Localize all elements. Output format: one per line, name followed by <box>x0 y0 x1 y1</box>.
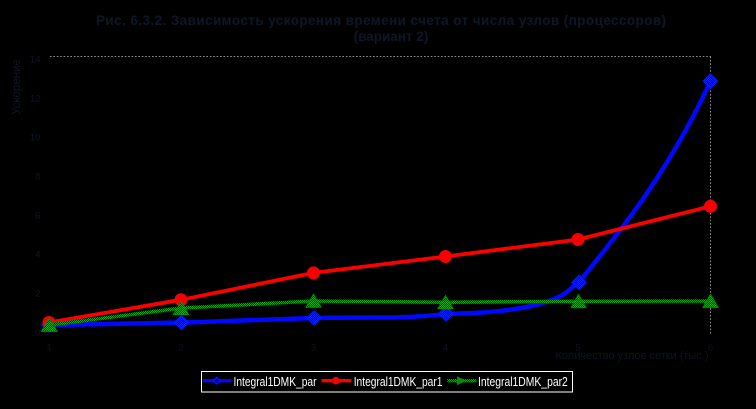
svg-text:Integral1DMK_par1: Integral1DMK_par1 <box>354 374 443 389</box>
svg-text:Integral1DMK_par: Integral1DMK_par <box>234 374 317 389</box>
svg-text:0: 0 <box>35 327 40 338</box>
svg-text:3: 3 <box>311 343 316 354</box>
svg-text:1: 1 <box>46 343 51 354</box>
svg-text:5: 5 <box>575 343 580 354</box>
svg-text:2: 2 <box>35 288 40 299</box>
svg-text:14: 14 <box>30 54 41 65</box>
svg-text:4: 4 <box>35 249 40 260</box>
svg-text:Количество узлов сетки (тыс.): Количество узлов сетки (тыс.) <box>556 350 709 362</box>
svg-text:12: 12 <box>30 93 41 104</box>
svg-text:Integral1DMK_par2: Integral1DMK_par2 <box>478 374 568 389</box>
svg-text:Рис. 6.3.2. Зависимость ускоре: Рис. 6.3.2. Зависимость ускорения времен… <box>96 13 666 28</box>
svg-text:8: 8 <box>35 171 40 182</box>
svg-text:(вариант 2): (вариант 2) <box>354 29 429 44</box>
svg-text:2: 2 <box>178 343 183 354</box>
svg-text:Ускорение: Ускорение <box>11 59 23 115</box>
svg-text:4: 4 <box>443 343 448 354</box>
svg-text:10: 10 <box>30 132 41 143</box>
svg-text:6: 6 <box>35 210 40 221</box>
svg-text:6: 6 <box>708 343 713 354</box>
